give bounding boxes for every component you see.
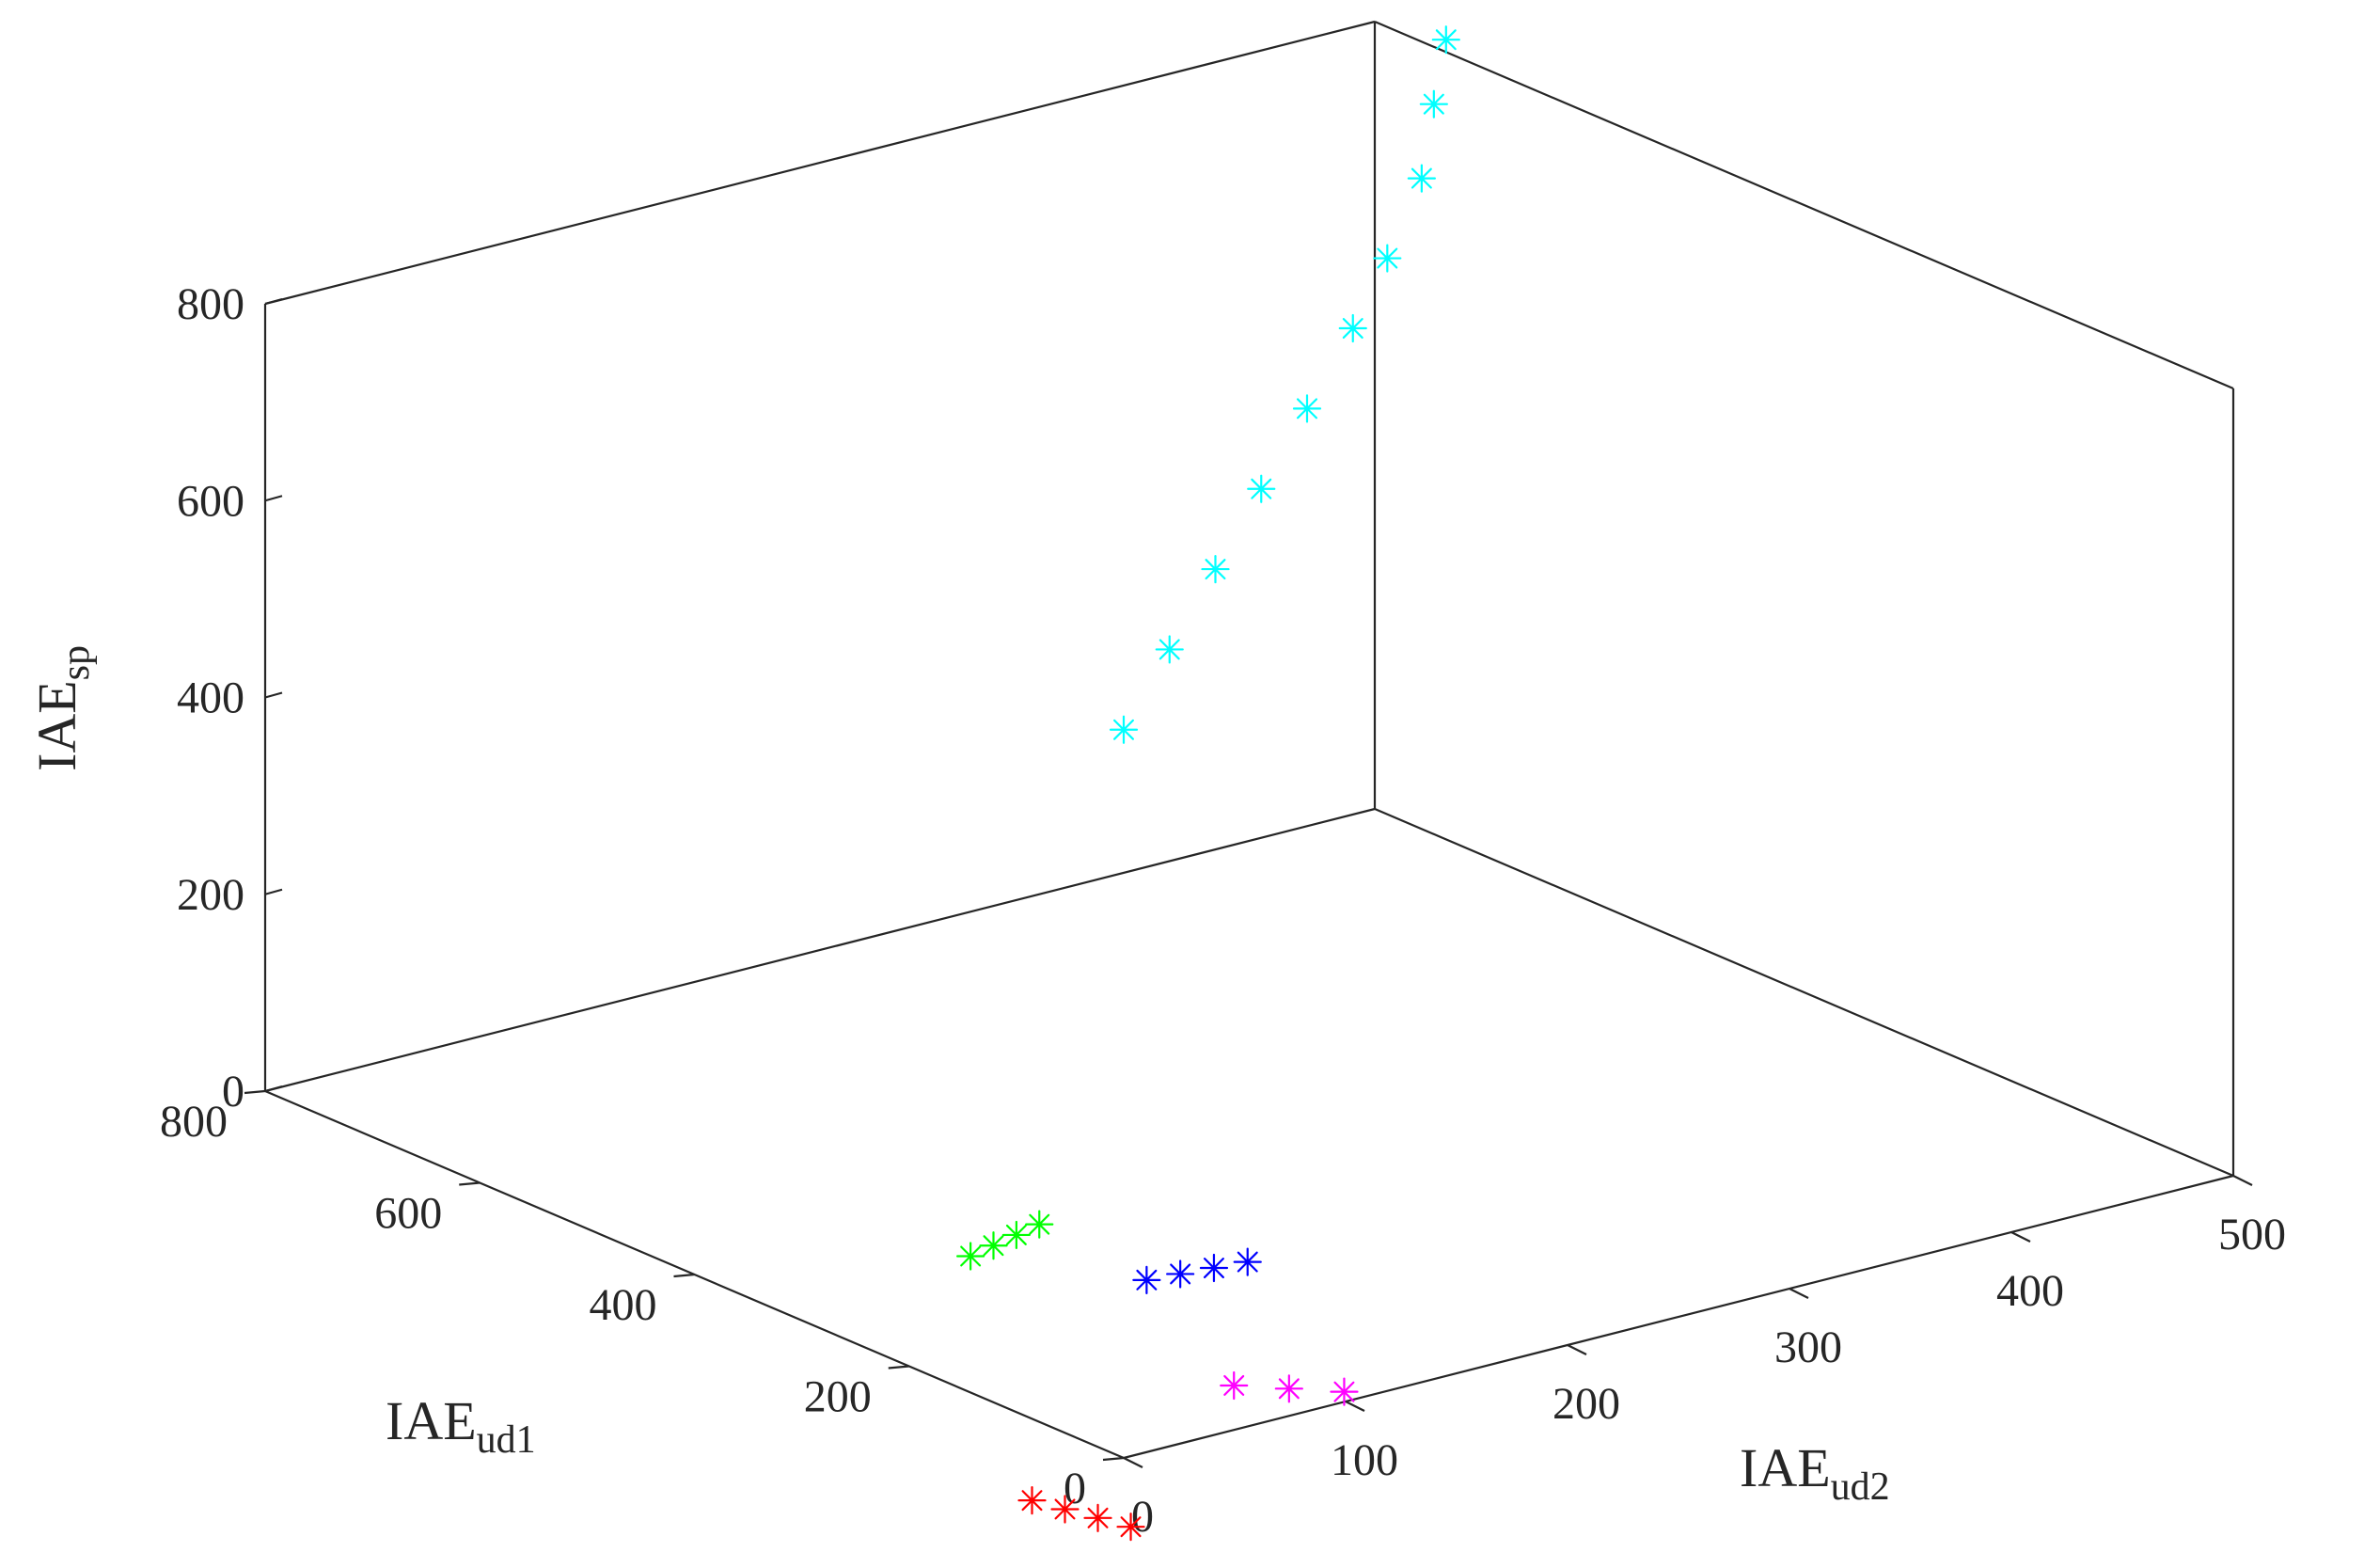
y-tick [459, 1181, 481, 1186]
y-tick [1102, 1456, 1125, 1462]
z-tick [264, 495, 283, 502]
y-tick-label: 600 [374, 1189, 442, 1239]
x-tick-label: 300 [1774, 1322, 1842, 1372]
data-point [1109, 715, 1139, 744]
y-axis-title-main: IAE [386, 1390, 477, 1451]
data-point [1155, 635, 1184, 664]
data-point [1373, 244, 1402, 273]
x-tick-label: 0 [1131, 1492, 1154, 1542]
x-axis-title: IAEud2 [1740, 1437, 1890, 1509]
data-point [1116, 1512, 1145, 1542]
x-tick-label: 400 [1996, 1266, 2064, 1316]
y-tick-label: 0 [1064, 1464, 1086, 1513]
z-tick-label: 600 [177, 476, 244, 526]
data-point [1274, 1374, 1303, 1403]
z-axis-title-main: IAE [26, 680, 87, 771]
data-point [1132, 1265, 1161, 1294]
edge-back-bottom-left [264, 807, 1376, 1093]
data-points [956, 25, 1460, 1542]
y-tick [888, 1365, 909, 1370]
data-point [1166, 1259, 1195, 1289]
data-point [1050, 1495, 1080, 1524]
x-tick [1123, 1457, 1143, 1468]
x-tick-label: 100 [1331, 1435, 1398, 1485]
data-point [1083, 1503, 1112, 1532]
data-point [1431, 25, 1460, 55]
y-tick-label: 400 [590, 1280, 657, 1330]
x-tick [1567, 1344, 1587, 1355]
x-tick [2232, 1175, 2253, 1186]
z-tick [264, 1085, 283, 1093]
z-axis-title-sub: sp [55, 645, 98, 680]
edge-back-bottom-right [1374, 807, 2234, 1178]
x-tick-label: 200 [1553, 1379, 1620, 1429]
x-axis-title-main: IAE [1740, 1437, 1831, 1498]
y-axis-title-sub: ud1 [477, 1418, 536, 1462]
z-tick [264, 691, 283, 699]
z-tick-label: 200 [177, 870, 244, 920]
z-tick [264, 297, 283, 306]
edge-top-left [264, 20, 1376, 306]
x-tick [1345, 1401, 1365, 1412]
x-tick [1789, 1288, 1809, 1299]
data-point [1247, 474, 1276, 503]
z-axis-title: IAEsp [26, 645, 98, 771]
series-2 [1132, 1247, 1262, 1294]
data-point [1220, 1370, 1249, 1401]
series-0 [1109, 25, 1460, 744]
data-point [1419, 89, 1448, 119]
data-point [1330, 1377, 1359, 1406]
edge-front-bottom-right [1123, 1174, 2234, 1460]
series-4 [1017, 1486, 1145, 1542]
data-point [956, 1242, 985, 1271]
z-tick [264, 888, 283, 895]
data-point [1025, 1210, 1054, 1239]
axes-box [263, 20, 2235, 1460]
axis-ticks [244, 297, 2253, 1468]
x-tick-label: 500 [2218, 1210, 2286, 1259]
tick-labels: 0200400600800020040060080001002003004005… [160, 279, 2286, 1542]
x-tick [2010, 1231, 2031, 1243]
z-tick-label: 0 [222, 1067, 244, 1116]
data-point [979, 1231, 1008, 1260]
y-tick-label: 200 [804, 1372, 872, 1422]
edge-top-right [1374, 20, 2234, 390]
y-tick [673, 1273, 695, 1278]
series-3 [1220, 1370, 1359, 1406]
data-point [1233, 1247, 1262, 1276]
data-point [1292, 394, 1322, 423]
y-tick-label: 800 [160, 1097, 228, 1147]
data-point [1199, 1253, 1229, 1283]
z-tick-label: 400 [177, 673, 244, 723]
data-point [1001, 1220, 1031, 1250]
data-point [1017, 1486, 1047, 1515]
y-axis-title: IAEud1 [386, 1390, 536, 1462]
z-tick-label: 800 [177, 279, 244, 329]
data-point [1407, 164, 1436, 193]
data-point [1338, 313, 1367, 343]
x-axis-title-sub: ud2 [1831, 1465, 1890, 1509]
y-tick [244, 1089, 266, 1095]
series-1 [956, 1210, 1054, 1271]
data-point [1201, 554, 1230, 584]
